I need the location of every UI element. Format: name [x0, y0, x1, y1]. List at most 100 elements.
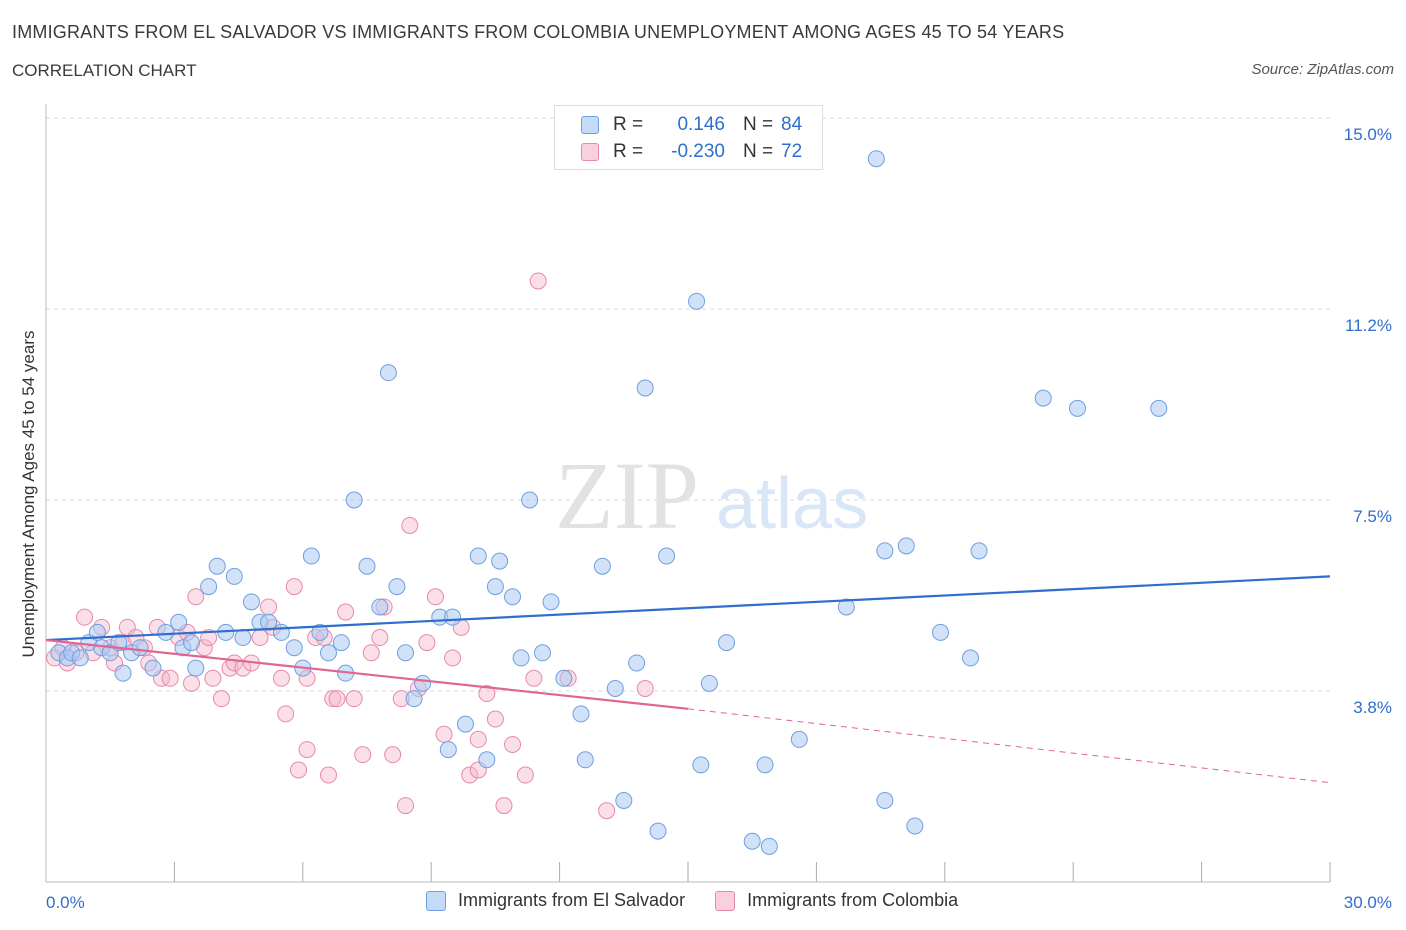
data-point-el-salvador: [332, 634, 350, 652]
data-point-el-salvador: [388, 578, 406, 596]
data-point-el-salvador: [572, 705, 590, 723]
data-point-colombia: [285, 578, 303, 596]
data-point-colombia: [345, 690, 363, 708]
data-point-el-salvador: [260, 613, 278, 631]
data-point-el-salvador: [606, 679, 624, 697]
data-point-el-salvador: [397, 644, 415, 662]
data-point-colombia: [298, 741, 316, 759]
data-point-el-salvador: [200, 578, 218, 596]
data-point-el-salvador: [157, 623, 175, 641]
data-point-el-salvador: [932, 623, 950, 641]
legend-r-value: -0.230: [671, 141, 725, 162]
data-point-colombia: [251, 629, 269, 647]
data-point-colombia: [397, 797, 415, 815]
data-point-colombia: [504, 735, 522, 753]
data-point-el-salvador: [897, 537, 915, 555]
watermark-zip: ZIP: [555, 442, 699, 549]
data-point-el-salvador: [658, 547, 676, 565]
data-point-colombia: [354, 746, 372, 764]
legend-row-el-salvador: R = 0.146 N = 84: [581, 113, 802, 137]
source-label: Source: ZipAtlas.com: [1251, 61, 1394, 78]
legend-label-colombia: Immigrants from Colombia: [747, 890, 959, 910]
data-point-el-salvador: [225, 567, 243, 585]
data-point-el-salvador: [114, 664, 132, 682]
data-point-el-salvador: [837, 598, 855, 616]
data-point-el-salvador: [628, 654, 646, 672]
data-point-el-salvador: [970, 542, 988, 560]
data-point-el-salvador: [688, 292, 706, 310]
data-point-colombia: [525, 669, 543, 687]
data-point-colombia: [435, 725, 453, 743]
watermark-atlas: atlas: [716, 464, 868, 544]
data-point-el-salvador: [302, 547, 320, 565]
trend-line-el-salvador: [45, 575, 1331, 642]
data-point-el-salvador: [743, 832, 761, 850]
data-point-el-salvador: [790, 730, 808, 748]
data-point-el-salvador: [615, 792, 633, 810]
data-point-el-salvador: [371, 598, 389, 616]
data-point-el-salvador: [183, 634, 201, 652]
data-point-colombia: [461, 766, 479, 784]
data-point-colombia: [478, 685, 496, 703]
data-point-el-salvador: [692, 756, 710, 774]
data-point-colombia: [272, 669, 290, 687]
chart-title: IMMIGRANTS FROM EL SALVADOR VS IMMIGRANT…: [12, 22, 1065, 42]
data-point-colombia: [161, 669, 179, 687]
correlation-legend: R = 0.146 N = 84 R = -0.230 N = 72: [554, 105, 823, 170]
data-point-colombia: [495, 797, 513, 815]
data-point-el-salvador: [555, 669, 573, 687]
data-point-colombia: [290, 761, 308, 779]
data-point-el-salvador: [649, 822, 667, 840]
data-point-colombia: [362, 644, 380, 662]
data-point-el-salvador: [319, 644, 337, 662]
data-point-el-salvador: [906, 817, 924, 835]
data-point-colombia: [277, 705, 295, 723]
data-point-el-salvador: [961, 649, 979, 667]
data-point-el-salvador: [379, 364, 397, 382]
data-point-el-salvador: [760, 837, 778, 855]
data-point-colombia: [212, 690, 230, 708]
data-point-el-salvador: [272, 623, 290, 641]
data-point-el-salvador: [718, 634, 736, 652]
data-point-el-salvador: [144, 659, 162, 677]
data-point-el-salvador: [170, 613, 188, 631]
trend-lines: [45, 575, 1331, 784]
legend-swatch-el-salvador: [426, 890, 446, 911]
data-point-colombia: [529, 272, 547, 290]
data-point-colombia: [183, 674, 201, 692]
watermark: ZIP atlas: [555, 442, 868, 549]
y-tick-label: 3.8%: [1353, 698, 1392, 717]
data-point-el-salvador: [242, 593, 260, 611]
data-point-el-salvador: [867, 150, 885, 168]
data-point-colombia: [371, 629, 389, 647]
x-tick-label: 0.0%: [46, 893, 85, 912]
data-point-el-salvador: [1068, 399, 1086, 417]
y-tick-label: 11.2%: [1345, 316, 1392, 335]
chart-subtitle: CORRELATION CHART: [12, 61, 197, 80]
data-point-colombia: [324, 690, 342, 708]
data-point-colombia: [418, 634, 436, 652]
data-point-el-salvador: [234, 629, 252, 647]
data-point-el-salvador: [478, 751, 496, 769]
data-point-colombia: [444, 649, 462, 667]
data-point-el-salvador: [593, 557, 611, 575]
data-point-colombia: [516, 766, 534, 784]
legend-row-colombia: R = -0.230 N = 72: [581, 140, 802, 164]
data-point-el-salvador: [876, 542, 894, 560]
trend-line-colombia-extrapolated: [687, 708, 1331, 784]
x-tick-label: 30.0%: [1344, 893, 1392, 912]
data-point-colombia: [384, 746, 402, 764]
axes: [45, 104, 1331, 883]
data-point-el-salvador: [439, 741, 457, 759]
data-point-el-salvador: [285, 639, 303, 657]
legend-item-colombia[interactable]: Immigrants from Colombia: [715, 890, 958, 911]
data-point-el-salvador: [358, 557, 376, 575]
legend-item-el-salvador[interactable]: Immigrants from El Salvador: [426, 890, 685, 911]
y-axis-label: Unemployment Among Ages 45 to 54 years: [19, 331, 38, 658]
data-point-el-salvador: [1034, 389, 1052, 407]
data-point-el-salvador: [71, 649, 89, 667]
data-point-colombia: [426, 588, 444, 606]
legend-n-label: N =: [743, 114, 774, 135]
legend-r-value: 0.146: [677, 114, 725, 135]
